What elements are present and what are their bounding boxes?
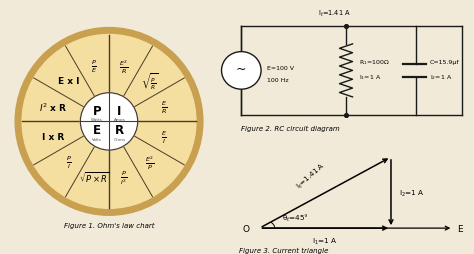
Text: 100 Hz: 100 Hz [267,77,289,82]
Circle shape [221,52,261,90]
Text: Ohms: Ohms [113,137,126,141]
Text: I$_1$=1 A: I$_1$=1 A [359,73,381,82]
Text: I$_2$=1 A: I$_2$=1 A [430,73,452,82]
Text: $\frac{P}{E}$: $\frac{P}{E}$ [91,58,97,75]
Text: $\frac{E}{R}$: $\frac{E}{R}$ [161,99,168,115]
Text: $\frac{P}{I}$: $\frac{P}{I}$ [65,154,72,171]
Text: Figure 2. RC circuit diagram: Figure 2. RC circuit diagram [241,125,340,132]
Text: I$_t$=1.41 A: I$_t$=1.41 A [318,9,351,19]
Text: $\frac{P}{I^2}$: $\frac{P}{I^2}$ [120,168,128,186]
Text: Volts: Volts [92,137,102,141]
Circle shape [80,93,137,150]
Text: I x R: I x R [43,132,65,141]
Text: Watts: Watts [91,117,103,121]
Text: R$_1$=100Ω: R$_1$=100Ω [359,58,390,67]
Text: $\sqrt{P \times R}$: $\sqrt{P \times R}$ [79,170,109,184]
Text: Figure 1. Ohm's law chart: Figure 1. Ohm's law chart [64,222,154,228]
Text: I: I [117,104,122,117]
Circle shape [15,28,203,215]
Text: I$_1$=1 A: I$_1$=1 A [312,236,338,246]
Text: $\frac{E^2}{P}$: $\frac{E^2}{P}$ [145,154,155,171]
Text: I$_t$=1.41 A: I$_t$=1.41 A [294,160,328,191]
Text: $I^2$ x R: $I^2$ x R [39,101,68,113]
Text: E=100 V: E=100 V [267,65,294,70]
Text: R: R [115,123,124,136]
Text: θ$_t$=45°: θ$_t$=45° [282,212,309,223]
Text: E: E [457,224,463,233]
Text: ~: ~ [236,62,246,75]
Text: I$_2$=1 A: I$_2$=1 A [399,188,425,198]
Text: Amps: Amps [114,117,125,121]
Text: P: P [92,104,101,117]
Text: $\frac{E}{I}$: $\frac{E}{I}$ [162,129,167,145]
Text: C=15.9μf: C=15.9μf [430,60,459,65]
Text: Figure 3. Current triangle: Figure 3. Current triangle [239,246,328,252]
Text: E x I: E x I [58,77,79,86]
Text: E: E [93,123,101,136]
Text: $\frac{E^2}{R}$: $\frac{E^2}{R}$ [119,58,128,75]
Text: O: O [243,224,250,233]
Text: $\sqrt{\frac{P}{R}}$: $\sqrt{\frac{P}{R}}$ [141,71,158,92]
Circle shape [22,35,196,209]
